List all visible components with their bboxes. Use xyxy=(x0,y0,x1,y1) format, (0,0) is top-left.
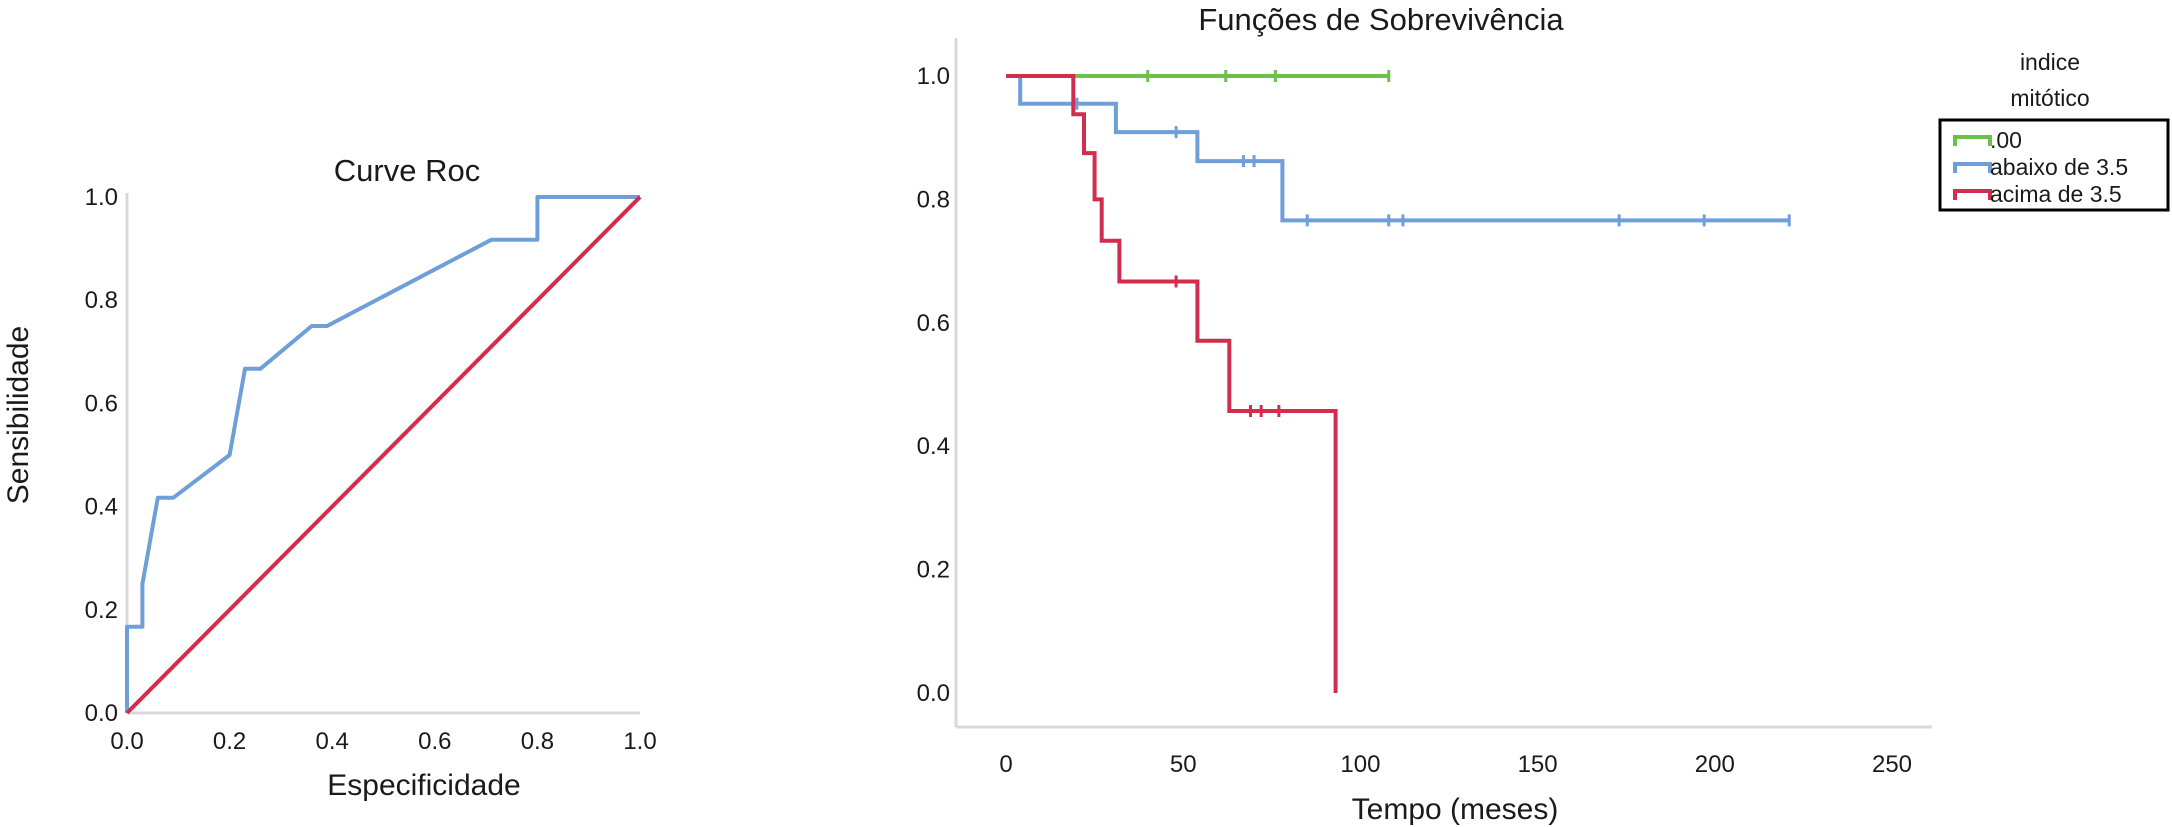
legend-swatch-acima-de-3-5 xyxy=(1953,189,1992,200)
roc-y-tick-label: 0.4 xyxy=(85,494,118,521)
roc-x-tick-label: 0.4 xyxy=(316,728,349,755)
roc-y-tick-label: 0.6 xyxy=(85,390,118,417)
roc-x-tick-label: 0.2 xyxy=(213,728,246,755)
survival-x-axis-label: Tempo (meses) xyxy=(1352,793,1559,826)
survival-curve-abaixo-de-3-5 xyxy=(1006,74,1790,223)
roc-curve-line xyxy=(125,195,640,713)
legend-swatch-00 xyxy=(1953,135,1992,146)
survival-x-tick-label: 100 xyxy=(1340,751,1380,778)
legend-swatch-abaixo-de-3-5 xyxy=(1953,162,1992,173)
roc-y-tick-label: 0.0 xyxy=(85,700,118,727)
roc-y-tick-label: 0.2 xyxy=(85,597,118,624)
roc-x-tick-label: 0.8 xyxy=(521,728,554,755)
roc-x-tick-label: 0.0 xyxy=(110,728,143,755)
survival-curve-acima-de-3-5 xyxy=(1006,74,1338,693)
survival-y-tick-label: 0.2 xyxy=(917,557,950,584)
survival-y-tick-label: 0.6 xyxy=(917,310,950,337)
survival-y-tick-label: 0.0 xyxy=(917,680,950,707)
legend-title-line2: mitótico xyxy=(2010,85,2089,111)
survival-y-tick-label: 0.4 xyxy=(917,433,950,460)
survival-y-tick-label: 0.8 xyxy=(917,186,950,213)
survival-x-tick-label: 50 xyxy=(1170,751,1197,778)
survival-title: Funções de Sobrevivência xyxy=(1198,2,1564,37)
roc-x-tick-label: 1.0 xyxy=(623,728,656,755)
legend-label-abaixo-de-3-5: abaixo de 3.5 xyxy=(1990,154,2128,180)
roc-reference-line xyxy=(125,195,642,715)
legend-label-00: .00 xyxy=(1990,127,2022,153)
survival-x-tick-label: 250 xyxy=(1872,751,1912,778)
survival-x-tick-label: 0 xyxy=(999,751,1012,778)
roc-x-tick-label: 0.6 xyxy=(418,728,451,755)
survival-x-tick-label: 200 xyxy=(1695,751,1735,778)
roc-chart: Curve Roc 0.0 0.2 0.4 0.6 0.8 1.0 0.0 0.2 0.4 0.… xyxy=(2,153,657,802)
roc-y-tick-label: 0.8 xyxy=(85,287,118,314)
roc-y-tick-label: 1.0 xyxy=(85,184,118,211)
roc-x-axis-label: Especificidade xyxy=(327,769,520,802)
survival-y-tick-label: 1.0 xyxy=(917,63,950,90)
legend-title-line1: indice xyxy=(2020,49,2080,75)
roc-title: Curve Roc xyxy=(334,153,480,188)
roc-y-axis-label: Sensibilidade xyxy=(2,326,35,504)
survival-x-tick-label: 150 xyxy=(1518,751,1558,778)
survival-chart: Funções de Sobrevivência 0.0 0.2 0.4 0.6 0.8… xyxy=(917,2,2170,826)
legend-label-acima-de-3-5: acima de 3.5 xyxy=(1990,181,2122,207)
